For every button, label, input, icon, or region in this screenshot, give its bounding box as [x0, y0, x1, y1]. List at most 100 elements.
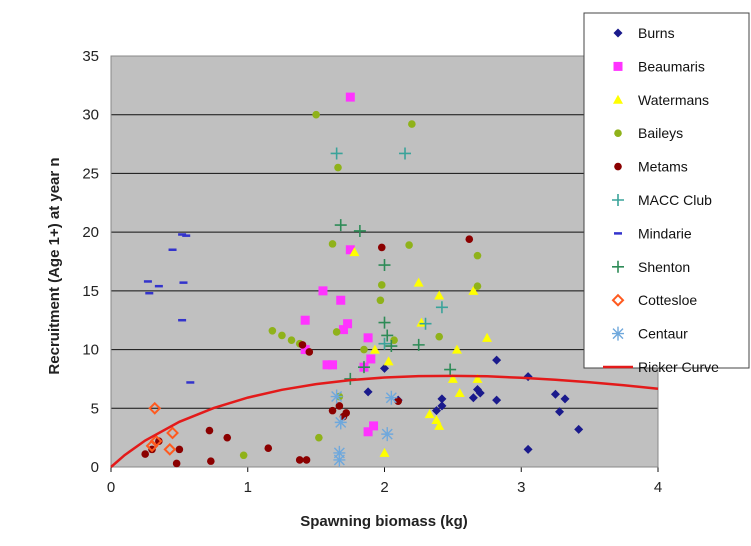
data-point-baileys	[377, 281, 386, 289]
data-point-baileys	[328, 240, 337, 248]
data-point-baileys	[473, 251, 482, 260]
data-point-beaumaris	[336, 295, 346, 305]
series-ricker-curve	[110, 374, 659, 468]
data-point-centaur	[381, 427, 394, 442]
data-point-baileys	[315, 433, 323, 442]
legend-label-burns: Burns	[638, 25, 675, 41]
data-point-burns	[475, 388, 485, 398]
data-point-metams	[377, 243, 386, 252]
data-point-burns	[555, 407, 565, 417]
y-tick-label: 0	[91, 459, 99, 476]
data-point-watermans	[413, 277, 424, 287]
data-point-macc-club	[330, 147, 343, 160]
data-point-shenton	[412, 338, 425, 351]
x-tick-label: 1	[244, 479, 252, 496]
legend-box	[583, 12, 750, 369]
data-point-watermans	[482, 332, 493, 342]
data-point-centaur	[333, 445, 346, 460]
series-metams	[141, 235, 474, 468]
y-tick-label: 5	[91, 400, 99, 417]
data-point-shenton	[334, 219, 347, 232]
data-point-shenton	[357, 361, 370, 374]
series-shenton	[334, 219, 457, 385]
data-point-beaumaris	[318, 286, 328, 296]
legend-swatch-shenton	[612, 260, 624, 273]
data-point-watermans	[349, 247, 360, 257]
data-point-metams	[465, 235, 474, 243]
data-point-centaur	[334, 415, 347, 430]
data-point-watermans	[451, 344, 462, 354]
data-point-baileys	[376, 296, 385, 305]
legend-label-metams: Metams	[638, 159, 688, 175]
legend-swatch-baileys	[614, 129, 622, 137]
data-point-beaumaris	[366, 354, 376, 364]
legend-swatch-metams	[614, 162, 622, 171]
data-point-metams	[394, 397, 402, 406]
legend-label-cottesloe: Cottesloe	[638, 292, 697, 308]
legend-swatch-cottesloe	[611, 293, 625, 307]
legend-label-beaumaris: Beaumaris	[638, 58, 705, 74]
series-cottesloe	[145, 401, 179, 456]
x-axis-title: Spawning biomass (kg)	[300, 513, 468, 530]
data-point-beaumaris	[328, 360, 338, 370]
data-point-burns	[437, 394, 447, 404]
data-point-baileys	[278, 331, 286, 340]
data-point-centaur	[385, 390, 398, 405]
y-tick-label: 30	[82, 107, 99, 124]
data-point-beaumaris	[345, 92, 355, 102]
data-point-metams	[172, 459, 181, 468]
data-point-beaumaris	[343, 319, 353, 329]
legend-label-mindarie: Mindarie	[638, 225, 692, 241]
data-point-beaumaris	[369, 421, 379, 431]
data-point-beaumaris	[363, 333, 373, 343]
data-point-watermans	[369, 344, 380, 354]
data-point-macc-club	[435, 301, 448, 314]
legend-label-ricker-curve: Ricker Curve	[638, 359, 719, 375]
x-tick-label: 4	[654, 479, 662, 496]
data-point-baileys	[334, 163, 342, 172]
data-point-watermans	[424, 409, 435, 419]
data-point-shenton	[444, 363, 457, 376]
data-point-cottesloe	[163, 442, 177, 456]
legend-label-watermans: Watermans	[638, 92, 709, 108]
data-point-metams	[175, 445, 184, 454]
x-tick-label: 3	[517, 479, 525, 496]
data-point-beaumaris	[300, 345, 310, 355]
data-point-metams	[328, 406, 337, 415]
x-tick-label: 0	[107, 479, 115, 496]
y-tick-label: 20	[82, 224, 99, 241]
y-tick-label: 10	[82, 342, 99, 359]
data-point-burns	[492, 395, 502, 405]
y-tick-label: 35	[82, 48, 99, 65]
data-point-beaumaris	[300, 315, 310, 325]
data-point-shenton	[378, 316, 391, 329]
data-point-metams	[155, 437, 163, 445]
data-point-watermans	[379, 447, 390, 457]
x-tick-label: 2	[380, 479, 388, 496]
legend-label-macc-club: MACC Club	[638, 192, 712, 208]
legend-label-centaur: Centaur	[638, 326, 688, 342]
data-point-metams	[295, 456, 304, 464]
data-point-metams	[148, 445, 156, 454]
data-point-metams	[342, 409, 351, 417]
data-series	[110, 92, 659, 468]
data-point-metams	[207, 457, 215, 465]
data-point-centaur	[330, 389, 343, 404]
data-point-shenton	[353, 224, 366, 237]
legend-label-shenton: Shenton	[638, 259, 690, 275]
data-point-baileys	[473, 282, 482, 290]
data-point-metams	[305, 348, 314, 356]
legend-swatch-watermans	[613, 94, 623, 104]
legend: Burns Beaumaris Watermans Baileys Metams MACC…	[583, 12, 750, 375]
data-point-beaumaris	[363, 427, 373, 437]
data-point-watermans	[468, 285, 479, 295]
data-point-baileys	[408, 120, 416, 128]
data-point-baileys	[312, 110, 320, 119]
data-point-metams	[264, 444, 273, 453]
data-point-shenton	[385, 340, 398, 353]
data-point-burns	[363, 387, 373, 397]
data-point-burns	[380, 363, 389, 373]
data-point-baileys	[360, 345, 368, 354]
y-tick-label: 15	[82, 283, 99, 300]
